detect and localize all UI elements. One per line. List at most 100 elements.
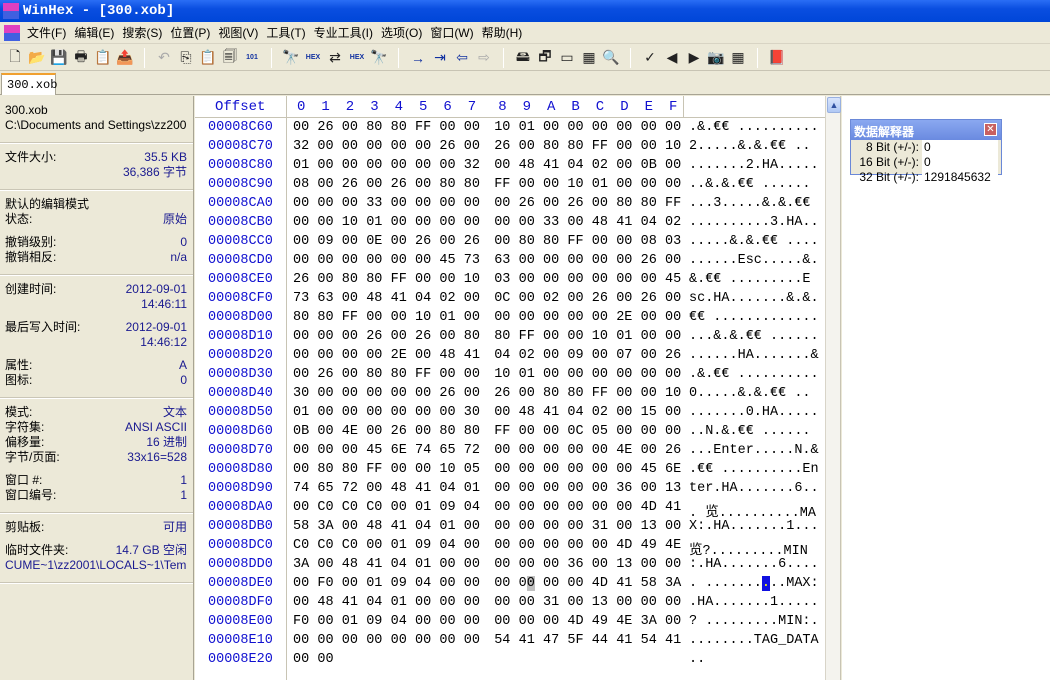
- row-offset[interactable]: 00008CC0: [208, 234, 273, 249]
- hex-byte[interactable]: 00: [518, 481, 535, 496]
- row-offset[interactable]: 00008D30: [208, 367, 273, 382]
- hex-byte[interactable]: 45: [439, 253, 456, 268]
- hex-byte[interactable]: 00: [616, 367, 633, 382]
- hex-byte[interactable]: 10: [567, 177, 584, 192]
- hex-byte[interactable]: 41: [616, 633, 633, 648]
- hex-byte[interactable]: 00: [317, 424, 334, 439]
- hex-byte[interactable]: 00: [390, 386, 407, 401]
- hex-byte[interactable]: 26: [317, 120, 334, 135]
- hex-byte[interactable]: 00: [640, 177, 657, 192]
- hex-byte[interactable]: 00: [366, 405, 383, 420]
- hex-byte[interactable]: 01: [439, 519, 456, 534]
- hex-byte[interactable]: 00: [616, 595, 633, 610]
- hex-byte[interactable]: 48: [341, 557, 358, 572]
- hex-byte[interactable]: 00: [439, 234, 456, 249]
- hex-byte[interactable]: 00: [616, 272, 633, 287]
- hex-byte[interactable]: 00: [616, 234, 633, 249]
- hex-byte[interactable]: 00: [640, 367, 657, 382]
- hex-byte[interactable]: 41: [616, 215, 633, 230]
- hex-byte[interactable]: 80: [390, 367, 407, 382]
- hex-byte[interactable]: 00: [366, 310, 383, 325]
- hex-byte[interactable]: 09: [415, 538, 432, 553]
- hex-byte[interactable]: 80: [543, 139, 560, 154]
- find-text-button[interactable]: 🔭: [280, 47, 302, 69]
- hex-byte[interactable]: 08: [293, 177, 310, 192]
- hex-byte[interactable]: 00: [543, 367, 560, 382]
- hex-byte[interactable]: 00: [439, 329, 456, 344]
- hex-byte[interactable]: 00: [543, 481, 560, 496]
- hex-byte[interactable]: 00: [390, 633, 407, 648]
- hex-byte[interactable]: 80: [543, 234, 560, 249]
- hex-byte[interactable]: 36: [567, 557, 584, 572]
- hex-byte[interactable]: 00: [616, 291, 633, 306]
- hex-byte[interactable]: 00: [616, 158, 633, 173]
- hex-byte[interactable]: 09: [366, 614, 383, 629]
- hex-byte[interactable]: 04: [415, 519, 432, 534]
- hex-byte[interactable]: 72: [341, 481, 358, 496]
- hex-byte[interactable]: 65: [439, 443, 456, 458]
- hex-byte[interactable]: 49: [591, 614, 608, 629]
- hex-byte[interactable]: 54: [640, 633, 657, 648]
- hex-byte[interactable]: 00: [543, 424, 560, 439]
- previous-button[interactable]: ◀: [661, 47, 683, 69]
- hex-byte[interactable]: 04: [390, 557, 407, 572]
- hex-byte[interactable]: 41: [518, 633, 535, 648]
- hex-byte[interactable]: 00: [293, 215, 310, 230]
- replace-text-button[interactable]: ⇄: [324, 47, 346, 69]
- hex-byte[interactable]: 00: [616, 120, 633, 135]
- row-offset[interactable]: 00008D40: [208, 386, 273, 401]
- hex-byte[interactable]: 00: [415, 595, 432, 610]
- text-column[interactable]: ter.HA.......6..: [689, 481, 819, 496]
- hex-byte[interactable]: 00: [341, 158, 358, 173]
- hex-byte[interactable]: 00: [293, 367, 310, 382]
- hex-byte[interactable]: 10: [439, 462, 456, 477]
- text-column[interactable]: .€€ ..........En: [689, 462, 819, 477]
- hex-byte[interactable]: 00: [317, 329, 334, 344]
- hex-byte[interactable]: 00: [494, 519, 511, 534]
- hex-byte[interactable]: 00: [543, 329, 560, 344]
- hex-byte[interactable]: 80: [463, 329, 480, 344]
- hex-byte[interactable]: 00: [317, 196, 334, 211]
- hex-byte[interactable]: 00: [390, 215, 407, 230]
- hex-byte[interactable]: 80: [640, 196, 657, 211]
- hex-byte[interactable]: 0B: [293, 424, 310, 439]
- hex-byte[interactable]: 26: [415, 234, 432, 249]
- hex-byte[interactable]: 00: [494, 158, 511, 173]
- hex-byte[interactable]: 41: [463, 348, 480, 363]
- hex-byte[interactable]: 33: [543, 215, 560, 230]
- hex-byte[interactable]: 00: [591, 234, 608, 249]
- goto-page-button[interactable]: ⇥: [429, 47, 451, 69]
- hex-byte[interactable]: 6E: [390, 443, 407, 458]
- hex-byte[interactable]: 04: [439, 481, 456, 496]
- hex-byte[interactable]: 00: [293, 652, 310, 667]
- hex-byte[interactable]: 00: [366, 386, 383, 401]
- hex-byte[interactable]: 00: [591, 557, 608, 572]
- hex-byte[interactable]: 00: [543, 500, 560, 515]
- hex-byte[interactable]: 00: [518, 291, 535, 306]
- hex-byte[interactable]: 80: [439, 424, 456, 439]
- hex-byte[interactable]: 41: [366, 557, 383, 572]
- hex-byte[interactable]: 00: [543, 253, 560, 268]
- hex-byte[interactable]: 80: [317, 462, 334, 477]
- hex-byte[interactable]: 00: [494, 462, 511, 477]
- hex-byte[interactable]: 00: [293, 329, 310, 344]
- hex-byte[interactable]: 00: [439, 367, 456, 382]
- hex-byte[interactable]: 30: [293, 386, 310, 401]
- hex-byte[interactable]: 10: [665, 139, 682, 154]
- hex-byte[interactable]: FF: [567, 234, 584, 249]
- hex-byte[interactable]: 00: [366, 253, 383, 268]
- hex-byte[interactable]: 00: [494, 481, 511, 496]
- hex-byte[interactable]: 00: [463, 576, 480, 591]
- hex-byte[interactable]: 00: [518, 253, 535, 268]
- hex-byte[interactable]: 05: [591, 424, 608, 439]
- row-offset[interactable]: 00008E20: [208, 652, 273, 667]
- hex-byte[interactable]: 00: [317, 272, 334, 287]
- hex-byte[interactable]: C0: [366, 500, 383, 515]
- hex-byte[interactable]: 00: [665, 158, 682, 173]
- hex-byte[interactable]: 13: [591, 595, 608, 610]
- hex-byte[interactable]: 00: [317, 139, 334, 154]
- row-offset[interactable]: 00008CF0: [208, 291, 273, 306]
- row-offset[interactable]: 00008E10: [208, 633, 273, 648]
- hex-byte[interactable]: 00: [463, 519, 480, 534]
- hex-byte[interactable]: 80: [293, 310, 310, 325]
